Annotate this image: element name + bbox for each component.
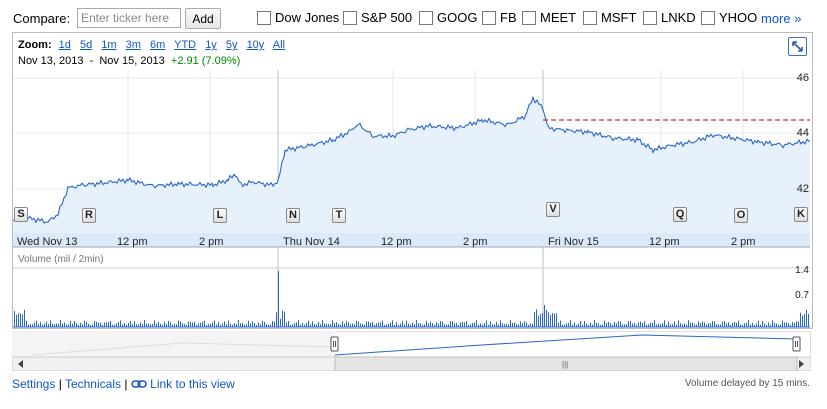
time-label: Wed Nov 13 — [17, 236, 78, 248]
scroll-left-arrow — [18, 360, 23, 368]
news-flag-n[interactable]: N — [286, 208, 300, 223]
price-change: +2.91 (7.09%) — [170, 55, 241, 67]
price-tick: 42 — [796, 183, 809, 195]
compare-name: MEET — [540, 10, 577, 25]
compare-lnkd[interactable]: LNKD — [643, 10, 696, 25]
checkbox[interactable] — [343, 10, 357, 25]
price-tick: 44 — [796, 127, 809, 139]
volume-bars — [14, 271, 809, 327]
compare-meet[interactable]: MEET — [522, 10, 576, 25]
footer-links: Settings | Technicals | Link to this vie… — [12, 377, 235, 392]
time-label: 2 pm — [463, 236, 488, 248]
zoom-all[interactable]: All — [272, 39, 285, 51]
checkbox[interactable] — [482, 10, 496, 25]
zoom-1m[interactable]: 1m — [101, 39, 117, 51]
add-button[interactable]: Add — [185, 8, 221, 29]
checkbox[interactable] — [522, 10, 536, 25]
compare-name: FB — [500, 10, 517, 25]
compare-fb[interactable]: FB — [482, 10, 517, 25]
time-label: 12 pm — [649, 236, 680, 248]
scroll-right-arrow — [799, 360, 804, 368]
price-chart[interactable] — [13, 70, 810, 328]
expand-icon[interactable] — [788, 37, 807, 56]
range-end: Nov 15, 2013 — [99, 55, 165, 67]
volume-label: Volume (mil / 2min) — [18, 254, 104, 265]
compare-name: Dow Jones — [275, 10, 340, 25]
compare-msft[interactable]: MSFT — [583, 10, 636, 25]
date-range: Nov 13, 2013 - Nov 15, 2013 +2.91 (7.09%… — [18, 55, 240, 67]
time-label: 12 pm — [117, 236, 148, 248]
zoom-6m[interactable]: 6m — [149, 39, 166, 51]
separator: | — [124, 377, 128, 391]
time-label: 2 pm — [199, 236, 224, 248]
navigator-left-handle — [330, 336, 339, 352]
zoom-3m[interactable]: 3m — [125, 39, 141, 51]
more-link[interactable]: more » — [761, 11, 802, 26]
compare-dow-jones[interactable]: Dow Jones — [257, 10, 339, 25]
news-flag-s[interactable]: S — [14, 207, 28, 222]
zoom-10y[interactable]: 10y — [246, 39, 265, 51]
time-label: 2 pm — [731, 236, 756, 248]
settings-link[interactable]: Settings — [12, 377, 56, 391]
zoom-1d[interactable]: 1d — [58, 39, 71, 51]
compare-name: LNKD — [661, 10, 696, 25]
compare-goog[interactable]: GOOG — [419, 10, 477, 25]
volume-tick: 1.4 — [795, 265, 809, 276]
news-flag-r[interactable]: R — [82, 208, 96, 223]
navigator-scrollbar — [334, 356, 798, 371]
price-line — [13, 95, 810, 224]
news-flag-t[interactable]: T — [332, 208, 346, 223]
zoom-1y[interactable]: 1y — [205, 39, 217, 51]
price-area — [13, 97, 810, 234]
chain-link-icon[interactable] — [131, 378, 147, 392]
time-axis-band — [13, 233, 810, 247]
chart-frame — [12, 32, 813, 329]
navigator-right-handle — [792, 336, 801, 352]
compare-name: GOOG — [437, 10, 478, 25]
range-separator: - — [89, 55, 94, 67]
technicals-link[interactable]: Technicals — [64, 377, 121, 391]
time-label: 12 pm — [381, 236, 412, 248]
price-tick: 46 — [796, 72, 809, 84]
zoom-5y[interactable]: 5y — [225, 39, 238, 51]
checkbox[interactable] — [419, 10, 433, 25]
news-flag-o[interactable]: O — [734, 208, 748, 223]
range-start: Nov 13, 2013 — [18, 55, 84, 67]
zoom-ytd[interactable]: YTD — [174, 39, 197, 51]
compare-name: MSFT — [601, 10, 637, 25]
compare-name: S&P 500 — [361, 10, 413, 25]
checkbox[interactable] — [701, 10, 715, 25]
news-flag-k[interactable]: K — [794, 207, 808, 222]
compare-label: Compare: — [13, 11, 71, 26]
time-label: Thu Nov 14 — [283, 236, 340, 248]
zoom-bar: Zoom: 1d 5d 1m 3m 6m YTD 1y 5y 10y All — [18, 39, 291, 51]
svg-text:|||: ||| — [562, 360, 568, 369]
zoom-label: Zoom: — [18, 39, 52, 51]
news-flag-v[interactable]: V — [546, 202, 560, 217]
checkbox[interactable] — [583, 10, 597, 25]
ticker-input[interactable] — [77, 8, 181, 28]
compare-bar: Compare: Add Dow Jones S&P 500 GOOG FB M… — [0, 0, 827, 34]
range-navigator[interactable]: ||| — [12, 331, 811, 371]
separator: | — [58, 377, 62, 391]
checkbox[interactable] — [643, 10, 657, 25]
news-flag-l[interactable]: L — [213, 208, 227, 223]
compare-yhoo[interactable]: YHOO — [701, 10, 757, 25]
zoom-5d[interactable]: 5d — [79, 39, 93, 51]
checkbox[interactable] — [257, 10, 271, 25]
time-label: Fri Nov 15 — [548, 236, 599, 248]
compare-sp500[interactable]: S&P 500 — [343, 10, 412, 25]
link-to-view[interactable]: Link to this view — [150, 377, 235, 391]
volume-tick: 0.7 — [795, 290, 809, 301]
news-flag-q[interactable]: Q — [673, 207, 687, 222]
compare-name: YHOO — [719, 10, 758, 25]
volume-delay-note: Volume delayed by 15 mins. — [684, 378, 810, 389]
